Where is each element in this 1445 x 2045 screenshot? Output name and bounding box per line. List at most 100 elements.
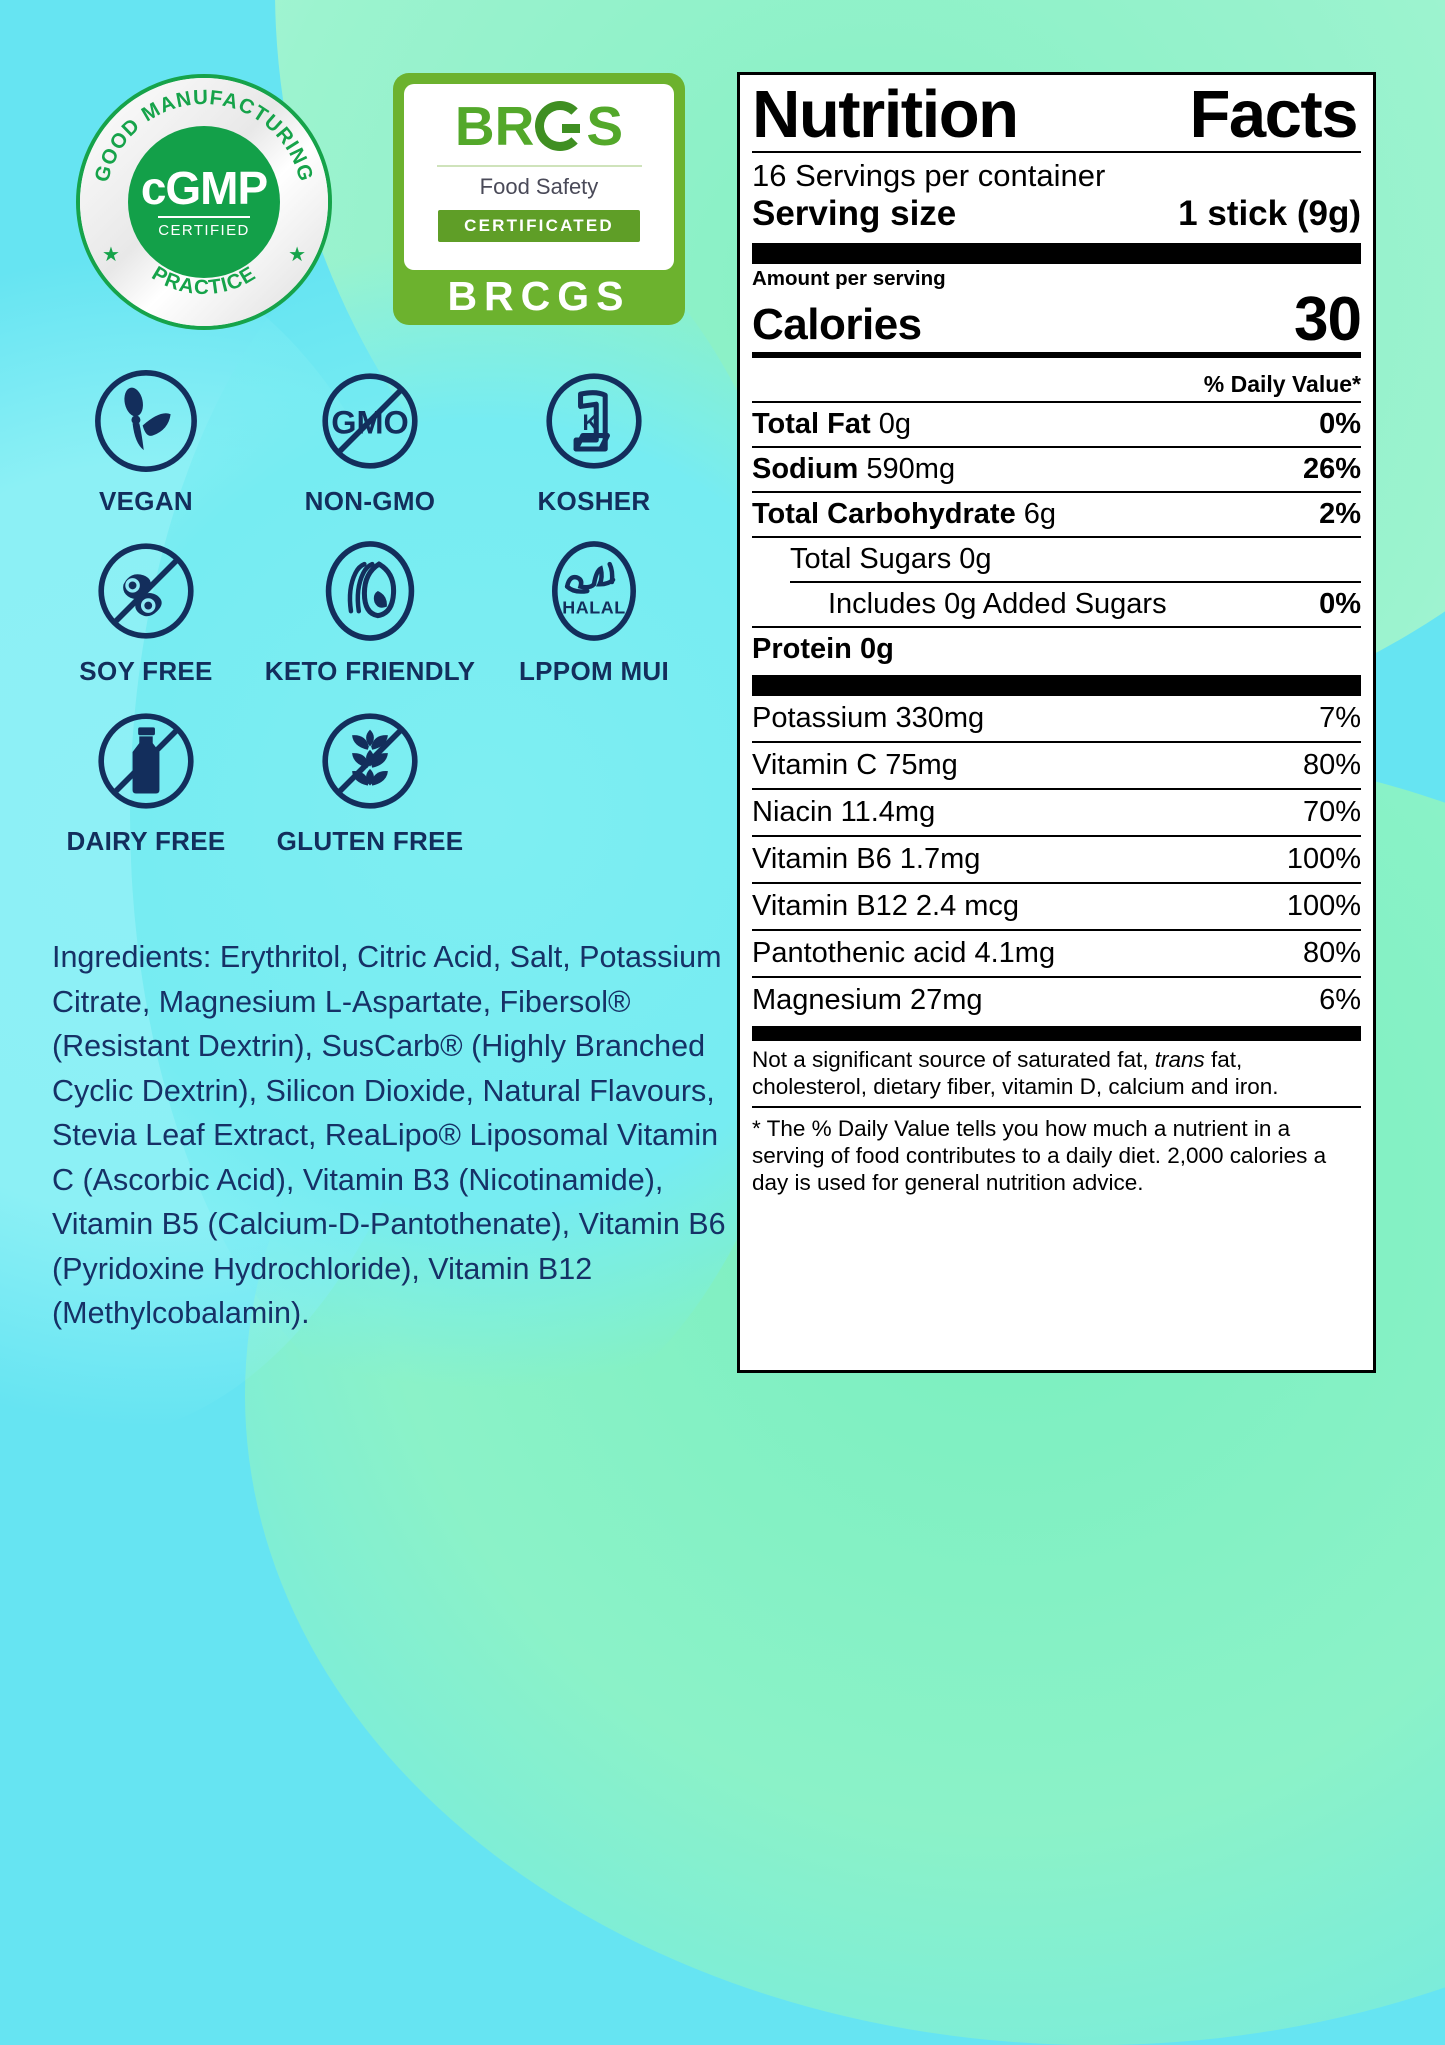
attribute-badge-grid: VEGAN GMO NON-GMO <box>34 365 706 857</box>
nutrient-amount: 0g <box>859 633 894 666</box>
divider-under-calories <box>752 352 1361 359</box>
brcgs-wordmark-s: S <box>586 94 624 157</box>
badge-kosher: K KOSHER <box>482 365 706 517</box>
brcgs-wordmark: BR S <box>455 96 623 156</box>
halal-icon: HALAL <box>538 535 650 647</box>
divider-under-total-sugars <box>790 581 1361 584</box>
dairy-free-icon <box>90 705 202 817</box>
non-gmo-icon: GMO <box>314 365 426 477</box>
badge-label: KETO FRIENDLY <box>264 656 476 686</box>
micronutrient-row-potassium: Potassium 330mg 7% <box>752 696 1361 741</box>
nutrient-amount: 6g <box>1023 498 1057 531</box>
ingredients-body: Ingredients: Erythritol, Citric Acid, Sa… <box>52 940 726 1331</box>
footnote-part-b: fat, cholesterol, dietary fiber, vitamin… <box>752 1047 1279 1100</box>
footnote-part-a: Not a significant source of saturated fa… <box>752 1047 1155 1073</box>
micronutrient-row-vitamin-c: Vitamin C 75mg 80% <box>752 741 1361 788</box>
nutrient-amount: 0g <box>878 408 912 441</box>
micronutrient-dv: 100% <box>1286 843 1361 876</box>
micronutrient-name: Vitamin C 75mg <box>752 749 958 782</box>
brcgs-footer-text: BRCGS <box>447 273 631 319</box>
micronutrient-name: Potassium 330mg <box>752 702 985 735</box>
nutrition-facts-title: Nutrition Facts <box>752 77 1361 152</box>
footnote-trans-italic: trans <box>1154 1047 1205 1073</box>
serving-size-value: 1 stick (9g) <box>1178 193 1361 233</box>
micronutrient-name: Pantothenic acid 4.1mg <box>752 937 1056 970</box>
badge-lppom-mui: HALAL LPPOM MUI <box>482 535 706 687</box>
cgmp-certification-seal: GOOD MANUFACTURING PRACTICE ★ ★ cGMP CER… <box>76 74 332 330</box>
nutrient-amount: 590mg <box>866 453 956 486</box>
nutrient-name: Total Sugars 0g <box>790 543 992 576</box>
kosher-icon-text: K <box>583 410 599 435</box>
nutrient-row-total-fat: Total Fat 0g 0% <box>752 401 1361 446</box>
nutrient-row-protein: Protein 0g <box>752 626 1361 671</box>
cgmp-star-left-icon: ★ <box>102 244 120 266</box>
divider-under-title <box>752 150 1361 153</box>
micronutrient-row-vitamin-b12: Vitamin B12 2.4 mcg 100% <box>752 882 1361 929</box>
micronutrient-name: Niacin 11.4mg <box>752 796 936 829</box>
micronutrient-dv: 7% <box>1319 702 1361 735</box>
keto-friendly-icon <box>314 535 426 647</box>
divider-thick-micronutrients <box>752 675 1361 697</box>
micronutrient-dv: 80% <box>1302 937 1361 970</box>
daily-value-header: % Daily Value* <box>1203 371 1361 398</box>
nutrition-facts-panel: Nutrition Facts 16 Servings per containe… <box>737 72 1376 1373</box>
micronutrient-dv: 80% <box>1302 749 1361 782</box>
nutrient-dv: 0% <box>1319 588 1361 621</box>
non-gmo-icon-text: GMO <box>331 404 409 440</box>
cgmp-main-text: cGMP <box>140 162 268 214</box>
serving-size-label: Serving size <box>752 193 957 233</box>
cgmp-star-right-icon: ★ <box>288 244 306 266</box>
badge-label: KOSHER <box>537 486 651 516</box>
micronutrient-name: Vitamin B6 1.7mg <box>752 843 981 876</box>
left-column: GOOD MANUFACTURING PRACTICE ★ ★ cGMP CER… <box>0 0 735 1445</box>
micronutrient-name: Vitamin B12 2.4 mcg <box>752 890 1020 923</box>
background-blob-center <box>130 190 830 1440</box>
brcgs-wordmark-br: BR <box>454 94 535 157</box>
gluten-free-icon <box>314 705 426 817</box>
kosher-icon: K <box>538 365 650 477</box>
cgmp-core: cGMP CERTIFIED <box>128 126 280 278</box>
nutrient-name: Total Carbohydrate 6g <box>752 498 1057 531</box>
badge-keto-friendly: KETO FRIENDLY <box>258 535 482 687</box>
divider-thick-top <box>752 242 1361 264</box>
badge-label: VEGAN <box>99 486 193 516</box>
nutrient-amount: 0g <box>959 543 992 576</box>
title-nutrition: Nutrition <box>752 77 1019 152</box>
badge-gluten-free: GLUTEN FREE <box>258 705 482 857</box>
micronutrient-name: Magnesium 27mg <box>752 984 983 1017</box>
brcgs-certification-logo: BR S Food Safety CERTIFICATED BRCGS <box>393 73 685 325</box>
nutrient-dv: 0% <box>1319 408 1361 441</box>
nutrient-row-total-sugars: Total Sugars 0g <box>752 536 1361 581</box>
brcgs-c-circle-icon <box>535 101 586 151</box>
nutrient-name: Sodium 590mg <box>752 453 956 486</box>
halal-icon-text: HALAL <box>562 597 625 617</box>
calories-row: Calories 30 <box>752 284 1362 354</box>
brcgs-subtitle: Food Safety <box>479 174 599 199</box>
nutrient-dv: 26% <box>1302 453 1361 486</box>
micronutrient-dv: 100% <box>1286 890 1361 923</box>
micronutrient-row-vitamin-b6: Vitamin B6 1.7mg 100% <box>752 835 1361 882</box>
nutrient-row-added-sugars: Includes 0g Added Sugars 0% <box>752 583 1361 626</box>
nutrient-row-sodium: Sodium 590mg 26% <box>752 446 1361 491</box>
brcgs-card: BR S Food Safety CERTIFICATED <box>404 84 674 270</box>
micronutrient-dv: 6% <box>1319 984 1361 1017</box>
calories-value: 30 <box>1294 284 1362 354</box>
footnote-not-significant-source: Not a significant source of saturated fa… <box>752 1041 1361 1106</box>
micronutrient-row-magnesium: Magnesium 27mg 6% <box>752 976 1361 1023</box>
badge-label: NON-GMO <box>304 486 436 516</box>
footnote-daily-value-explanation: * The % Daily Value tells you how much a… <box>752 1106 1361 1202</box>
calories-label: Calories <box>752 299 922 349</box>
badge-soy-free: SOY FREE <box>34 535 258 687</box>
micronutrient-row-niacin: Niacin 11.4mg 70% <box>752 788 1361 835</box>
nutrient-name: Total Fat 0g <box>752 408 912 441</box>
servings-per-container: 16 Servings per container <box>752 157 1106 193</box>
badge-label: DAIRY FREE <box>66 826 226 856</box>
amount-per-serving-label: Amount per serving <box>752 266 946 290</box>
micronutrient-dv: 70% <box>1302 796 1361 829</box>
ingredients-text: Ingredients: Erythritol, Citric Acid, Sa… <box>52 935 732 1336</box>
nutrient-name: Protein 0g <box>752 633 894 666</box>
cgmp-divider <box>158 216 250 218</box>
badge-dairy-free: DAIRY FREE <box>34 705 258 857</box>
nutrient-dv: 2% <box>1319 498 1361 531</box>
cgmp-certified-text: CERTIFIED <box>158 222 250 239</box>
